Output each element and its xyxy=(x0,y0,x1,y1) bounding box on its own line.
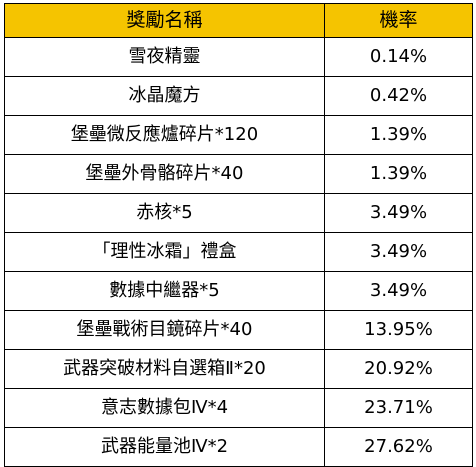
reward-rate-table: 獎勵名稱 機率 雪夜精靈 0.14% 冰晶魔方 0.42% 堡壘微反應爐碎片*1… xyxy=(4,3,473,467)
reward-name-cell: 冰晶魔方 xyxy=(4,76,325,116)
table-row: 「理性冰霜」禮盒 3.49% xyxy=(4,232,473,272)
probability-cell: 23.71% xyxy=(324,388,473,428)
header-probability: 機率 xyxy=(324,3,473,38)
reward-rate-panel: 獎勵名稱 機率 雪夜精靈 0.14% 冰晶魔方 0.42% 堡壘微反應爐碎片*1… xyxy=(4,3,473,467)
probability-cell: 1.39% xyxy=(324,115,473,155)
probability-cell: 1.39% xyxy=(324,154,473,194)
reward-name-cell: 堡壘外骨骼碎片*40 xyxy=(4,154,325,194)
probability-cell: 3.49% xyxy=(324,271,473,311)
probability-cell: 27.62% xyxy=(324,427,473,467)
table-row: 意志數據包Ⅳ*4 23.71% xyxy=(4,388,473,428)
reward-name-cell: 數據中繼器*5 xyxy=(4,271,325,311)
reward-name-cell: 意志數據包Ⅳ*4 xyxy=(4,388,325,428)
reward-name-cell: 「理性冰霜」禮盒 xyxy=(4,232,325,272)
table-row: 數據中繼器*5 3.49% xyxy=(4,271,473,311)
probability-cell: 0.42% xyxy=(324,76,473,116)
reward-name-cell: 堡壘戰術目鏡碎片*40 xyxy=(4,310,325,350)
table-row: 武器能量池Ⅳ*2 27.62% xyxy=(4,427,473,467)
reward-name-cell: 武器能量池Ⅳ*2 xyxy=(4,427,325,467)
header-reward-name: 獎勵名稱 xyxy=(4,3,325,38)
table-header-row: 獎勵名稱 機率 xyxy=(4,3,473,38)
table-row: 武器突破材料自選箱Ⅱ*20 20.92% xyxy=(4,349,473,389)
reward-name-cell: 赤核*5 xyxy=(4,193,325,233)
table-row: 赤核*5 3.49% xyxy=(4,193,473,233)
reward-name-cell: 武器突破材料自選箱Ⅱ*20 xyxy=(4,349,325,389)
table-row: 冰晶魔方 0.42% xyxy=(4,76,473,116)
probability-cell: 13.95% xyxy=(324,310,473,350)
table-row: 堡壘戰術目鏡碎片*40 13.95% xyxy=(4,310,473,350)
probability-cell: 3.49% xyxy=(324,193,473,233)
table-row: 堡壘微反應爐碎片*120 1.39% xyxy=(4,115,473,155)
table-row: 雪夜精靈 0.14% xyxy=(4,37,473,77)
reward-name-cell: 堡壘微反應爐碎片*120 xyxy=(4,115,325,155)
probability-cell: 0.14% xyxy=(324,37,473,77)
reward-name-cell: 雪夜精靈 xyxy=(4,37,325,77)
probability-cell: 3.49% xyxy=(324,232,473,272)
probability-cell: 20.92% xyxy=(324,349,473,389)
table-row: 堡壘外骨骼碎片*40 1.39% xyxy=(4,154,473,194)
